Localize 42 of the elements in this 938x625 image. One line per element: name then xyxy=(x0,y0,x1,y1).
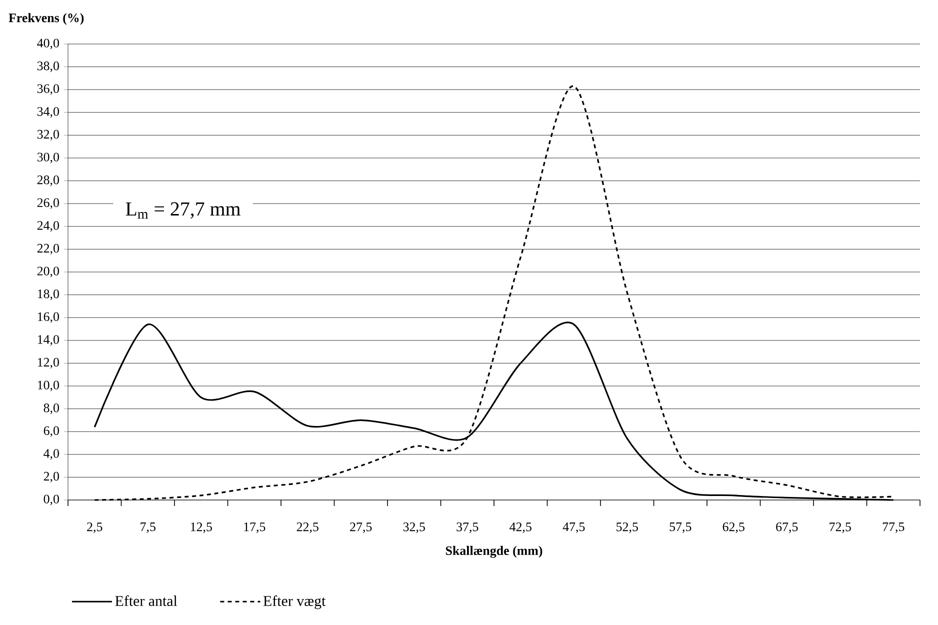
y-tick-label: 40,0 xyxy=(37,38,59,50)
x-tick-label: 47,5 xyxy=(562,522,585,534)
x-tick-label: 22,5 xyxy=(296,522,318,534)
x-tick-label: 67,5 xyxy=(776,522,798,534)
x-axis-title: Skallængde (mm) xyxy=(446,546,542,558)
y-tick-label: 14,0 xyxy=(38,335,59,346)
y-tick-label: 8,0 xyxy=(44,404,59,414)
x-tick-label: 62,5 xyxy=(722,522,744,534)
x-tick-label: 72,5 xyxy=(830,522,851,534)
y-axis-title: Frekvens (%) xyxy=(8,13,84,25)
y-tick-label: 38,0 xyxy=(37,61,59,72)
x-tick-label: 37,5 xyxy=(456,522,478,534)
y-tick-label: 12,0 xyxy=(38,358,59,369)
y-tick-label: 4,0 xyxy=(44,449,59,460)
x-tick-label: 32,5 xyxy=(403,522,425,534)
y-tick-label: 16,0 xyxy=(38,312,59,323)
y-tick-label: 20,0 xyxy=(37,266,59,278)
y-tick-label: 28,0 xyxy=(37,176,59,186)
x-tick-label: 42,5 xyxy=(510,522,532,534)
y-tick-label: 6,0 xyxy=(44,426,59,437)
legend-label: Efter antal xyxy=(115,595,178,606)
y-tick-label: 2,0 xyxy=(44,472,59,483)
x-tick-label: 52,5 xyxy=(616,522,638,534)
x-tick-label: 7,5 xyxy=(140,522,156,533)
y-tick-label: 0,0 xyxy=(44,494,59,506)
x-tick-label: 27,5 xyxy=(350,522,372,534)
y-tick-label: 30,0 xyxy=(37,152,59,164)
y-tick-label: 34,0 xyxy=(37,107,59,118)
x-tick-label: 17,5 xyxy=(244,522,266,534)
x-tick-label: 12,5 xyxy=(190,522,212,534)
x-tick-label: 57,5 xyxy=(670,522,692,533)
y-tick-label: 24,0 xyxy=(37,221,59,232)
y-tick-label: 10,0 xyxy=(38,380,59,392)
x-tick-label: 77,5 xyxy=(882,522,904,533)
y-tick-label: 22,0 xyxy=(37,244,59,255)
x-tick-label: 2,5 xyxy=(87,522,102,534)
y-tick-label: 32,0 xyxy=(37,130,59,141)
annotation: L$_{m}$ = 27,7 mm xyxy=(126,202,240,219)
y-tick-label: 18,0 xyxy=(38,290,59,300)
legend-label: Efter vægt xyxy=(263,595,326,610)
y-tick-label: 36,0 xyxy=(37,84,59,95)
y-tick-label: 26,0 xyxy=(37,198,59,209)
